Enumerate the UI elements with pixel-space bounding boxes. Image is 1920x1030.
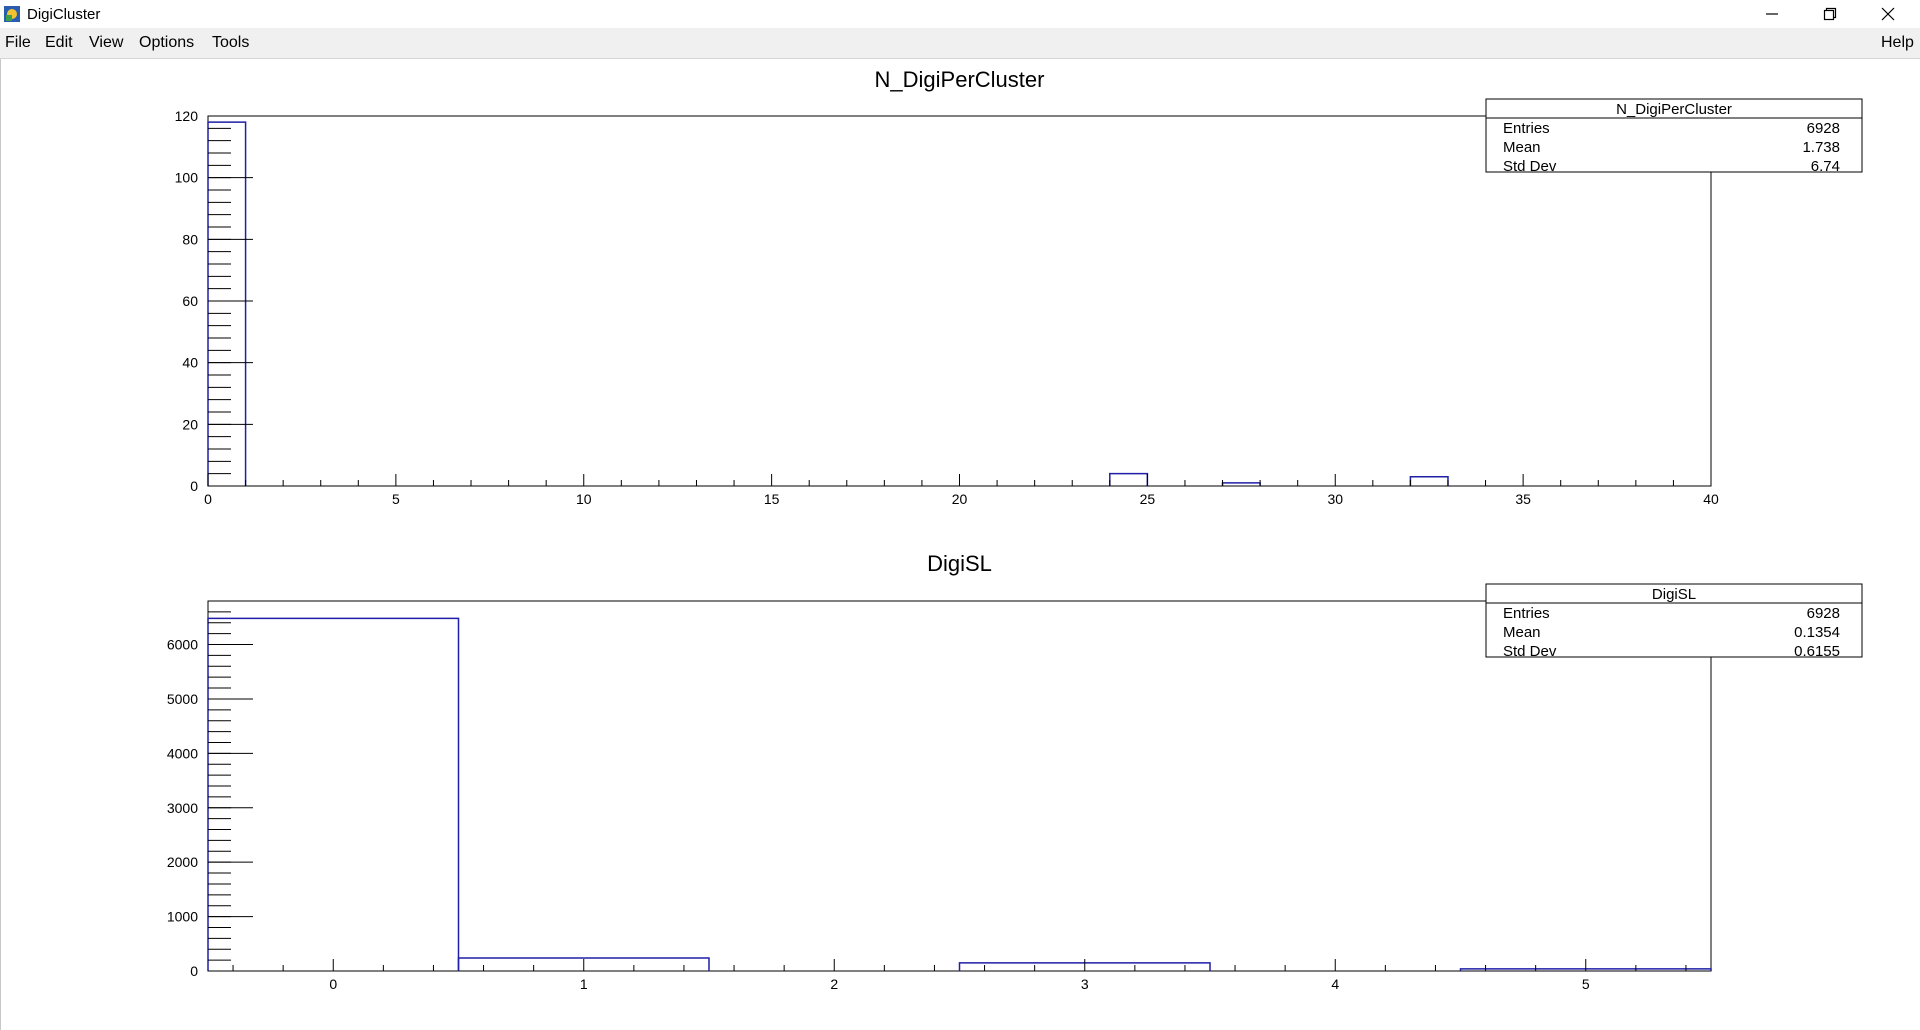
stats-value: 6928 [1807,605,1840,622]
stats-box-frame [1485,583,1863,658]
stats-value: 6928 [1807,120,1840,137]
stats-header: DigiSL [1652,586,1696,603]
stats-label: Mean [1503,139,1541,156]
x-tick-label: 10 [576,491,592,507]
stats-label: Entries [1503,120,1550,137]
x-tick-label: 30 [1327,491,1343,507]
y-tick-label: 6000 [167,637,198,653]
y-tick-label: 3000 [167,800,198,816]
root-canvas[interactable]: N_DigiPerCluster 0 5 10 15 20 25 30 35 40 0 20 40 60 8… [0,59,1920,1030]
stats-value: 1.738 [1802,139,1840,156]
y-tick-label: 5000 [167,691,198,707]
y-tick-label: 80 [182,231,198,247]
title-bar: DigiCluster [0,0,1920,28]
histogram-bin [457,957,710,971]
chart-0: N_DigiPerCluster 0 5 10 15 20 25 30 35 40 0 20 40 60 8… [175,67,1863,507]
stats-header: N_DigiPerCluster [1616,101,1732,118]
x-tick-label: 3 [1081,976,1089,992]
x-tick-label: 25 [1140,491,1156,507]
y-tick-label: 2000 [167,854,198,870]
menu-edit[interactable]: Edit [45,34,73,51]
stats-value: 0.6155 [1794,643,1840,660]
y-tick-label: 40 [182,355,198,371]
stats-box-frame [1485,98,1863,173]
stats-label: Std Dev [1503,643,1557,660]
x-tick-label: 15 [764,491,780,507]
menu-bar: File Edit View Options Tools Help [0,28,1920,59]
minimize-button[interactable] [1743,0,1801,28]
close-button[interactable] [1859,0,1917,28]
y-tick-label: 120 [175,108,199,124]
x-tick-label: 0 [204,491,212,507]
menu-options[interactable]: Options [139,34,195,51]
x-tick-label: 1 [580,976,588,992]
y-tick-label: 60 [182,293,198,309]
window-title: DigiCluster [27,6,101,23]
histogram-bin [1409,476,1449,486]
close-icon [1881,7,1895,21]
minimize-icon [1766,13,1778,15]
chart-title: DigiSL [927,551,992,576]
y-tick-label: 4000 [167,745,198,761]
chart-1: DigiSL 0 1 2 3 4 5 0 1000 2000 3000 4000 5000 6000 Dig… [167,551,1863,992]
chart-title: N_DigiPerCluster [875,67,1045,92]
stats-label: Std Dev [1503,158,1557,175]
stats-value: 6.74 [1811,158,1840,175]
x-tick-label: 35 [1515,491,1531,507]
x-tick-label: 40 [1703,491,1719,507]
x-tick-label: 5 [1582,976,1590,992]
y-tick-label: 100 [175,170,199,186]
stats-label: Entries [1503,605,1550,622]
x-tick-label: 5 [392,491,400,507]
stats-label: Mean [1503,624,1541,641]
histogram-bin [207,121,247,486]
stats-box: N_DigiPerCluster Entries 6928 Mean 1.738 Std … [1485,98,1863,175]
root-app-icon [4,6,20,22]
y-tick-label: 20 [182,416,198,432]
x-tick-label: 0 [329,976,337,992]
restore-button[interactable] [1801,0,1859,28]
restore-icon [1823,7,1837,21]
stats-box: DigiSL Entries 6928 Mean 0.1354 Std Dev 0.6155 [1485,583,1863,660]
menu-view[interactable]: View [89,34,124,51]
menu-file[interactable]: File [5,34,31,51]
stats-value: 0.1354 [1794,624,1840,641]
histogram-bin [207,617,460,971]
histogram-bin [1109,472,1149,486]
menu-tools[interactable]: Tools [212,34,250,51]
y-tick-label: 1000 [167,909,198,925]
x-tick-label: 2 [830,976,838,992]
x-tick-label: 4 [1331,976,1339,992]
menu-help[interactable]: Help [1881,34,1914,51]
x-tick-label: 20 [952,491,968,507]
y-tick-label: 0 [190,963,198,979]
y-tick-label: 0 [190,478,198,494]
